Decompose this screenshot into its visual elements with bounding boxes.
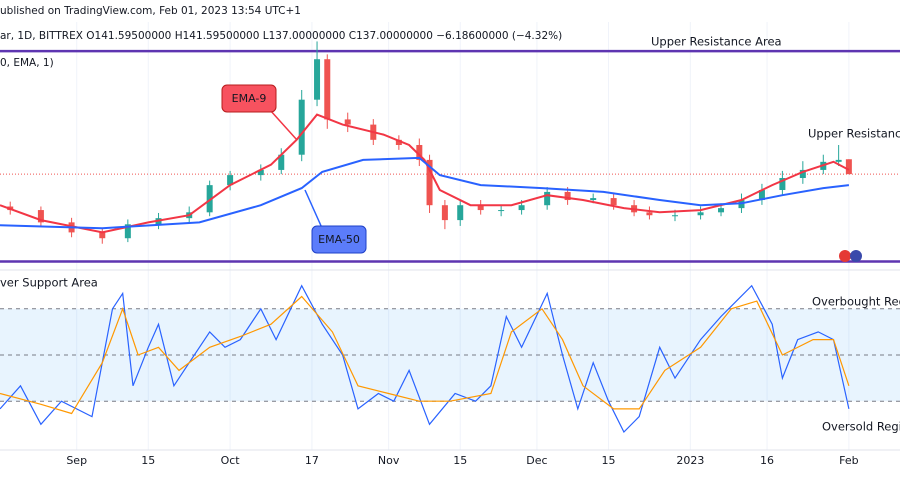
x-tick-label: 17 <box>305 454 319 467</box>
flag-icons <box>839 250 862 262</box>
callout-arrow <box>269 109 298 141</box>
candle-body <box>314 59 321 100</box>
candle-body <box>564 191 571 201</box>
ema-line <box>0 156 850 230</box>
indicator-legend: 0, EMA, 1) <box>0 57 54 69</box>
candle-body <box>257 169 264 176</box>
x-tick-label: Oct <box>221 454 241 467</box>
candle-body <box>395 139 402 145</box>
candle-body <box>672 215 678 217</box>
x-tick-label: 16 <box>760 454 774 467</box>
annotation: Upper Resistance <box>808 127 900 141</box>
callout-box <box>311 225 367 254</box>
callout-arrow <box>304 189 323 229</box>
flag-icon <box>839 250 851 262</box>
candle-body <box>758 189 765 201</box>
candle-body <box>124 224 131 239</box>
candle-body <box>441 205 448 221</box>
candle-body <box>37 210 44 223</box>
oscillator-line <box>0 295 850 415</box>
candle-body <box>457 205 464 221</box>
x-tick-label: 2023 <box>676 454 704 467</box>
candle-body <box>590 198 597 201</box>
annotation: Overbought Regio <box>812 295 900 309</box>
candle-body <box>298 99 305 155</box>
candle-body <box>227 175 234 186</box>
candle-body <box>646 212 653 216</box>
callout-box <box>221 84 277 113</box>
x-tick-label: Dec <box>526 454 547 467</box>
x-tick-label: Feb <box>839 454 858 467</box>
flag-icon <box>850 250 862 262</box>
candle-body <box>544 191 551 206</box>
candle-body <box>206 185 213 213</box>
candle-body <box>779 178 786 190</box>
candle-body <box>518 205 525 211</box>
candle-body <box>610 198 617 206</box>
candle-body <box>835 159 842 162</box>
header: ublished on TradingView.com, Feb 01, 202… <box>0 5 301 17</box>
x-tick-label: Sep <box>66 454 87 467</box>
ohlc-legend: ar, 1D, BITTREX O141.59500000 H141.59500… <box>0 30 562 42</box>
oscillator-line <box>0 284 850 434</box>
ema50-callout: EMA-50 <box>304 189 367 254</box>
candle-body <box>344 119 351 125</box>
callout-label: EMA-9 <box>232 92 267 105</box>
candle-body <box>845 159 852 175</box>
ema-line <box>0 113 850 234</box>
candle-body <box>278 154 285 170</box>
x-tick-label: Nov <box>378 454 400 467</box>
candle-body <box>426 159 433 206</box>
candle-body <box>477 205 484 211</box>
candle-body <box>99 232 106 239</box>
x-tick-label: 15 <box>453 454 467 467</box>
x-tick-label: 15 <box>141 454 155 467</box>
annotation: Upper Resistance Area <box>651 35 782 49</box>
candle-body <box>324 59 331 120</box>
candle-body <box>718 208 725 213</box>
candle-body <box>799 169 806 179</box>
annotation: ver Support Area <box>0 276 98 290</box>
candle-body <box>697 212 704 216</box>
candle-body <box>498 210 505 212</box>
x-tick-label: 15 <box>602 454 616 467</box>
ema9-callout: EMA-9 <box>221 84 298 141</box>
annotation: Oversold Regio <box>822 420 900 434</box>
plot-layer: Sep 15 Oct 17 Nov 15 Dec 15 2023 16 Feb <box>0 22 900 467</box>
candle-body <box>416 145 423 160</box>
callout-label: EMA-50 <box>318 233 360 246</box>
